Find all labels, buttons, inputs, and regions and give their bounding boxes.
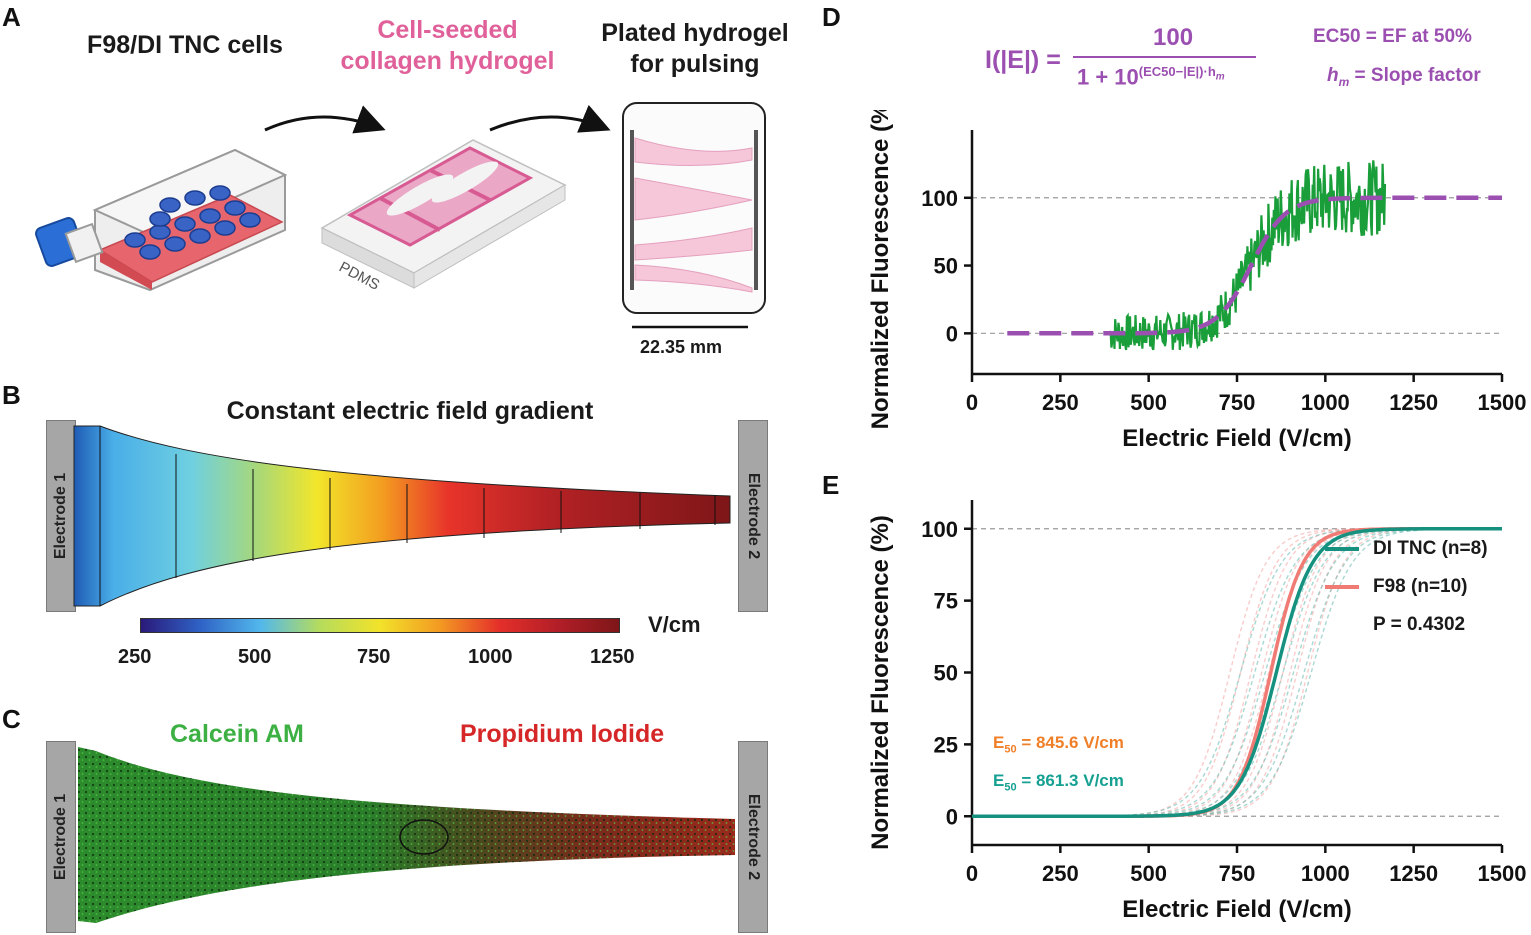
y-tick-label-50: 50 — [934, 254, 958, 279]
panel-c-label: C — [2, 704, 21, 734]
x-tick-label-750: 750 — [1219, 390, 1256, 415]
e50-f98-prefix: E — [993, 733, 1005, 752]
legend-f98-text: F98 (n=10) — [1373, 576, 1468, 597]
e50-ditnc-prefix: E — [993, 771, 1005, 790]
calcein-label: Calcein AM — [170, 720, 304, 748]
panel-b-label: B — [2, 380, 21, 410]
plated-title-line2: for pulsing — [630, 50, 760, 78]
plated-title-line1: Plated hydrogel — [601, 19, 789, 47]
electrode-2-c: Electrode 2 — [738, 741, 768, 933]
e50-f98: E50 = 845.6 V/cm — [993, 733, 1124, 755]
legend-ditnc-text: DI TNC (n=8) — [1373, 538, 1488, 559]
electrode-1-b: Electrode 1 — [46, 420, 76, 612]
pi-label: Propidium Iodide — [460, 720, 665, 748]
hydrogel-title-line1: Cell-seeded — [377, 16, 518, 44]
cells-cluster — [124, 185, 261, 260]
formula-exponent-sub: m — [1215, 71, 1225, 83]
colorbar-unit: V/cm — [648, 612, 701, 637]
formula-den-base: 1 + 10 — [1077, 64, 1139, 90]
hydrogel-title-line2: collagen hydrogel — [340, 47, 555, 75]
y-tick-label-0: 0 — [946, 804, 958, 829]
colorbar-tick-250: 250 — [118, 646, 152, 668]
electrode-2-c-label: Electrode 2 — [745, 793, 762, 881]
panel-a-illustration: PDMS — [35, 102, 766, 329]
x-tick-label-0: 0 — [966, 861, 978, 886]
panel-e-label: E — [822, 470, 840, 500]
electrode-1-c-label: Electrode 1 — [52, 793, 69, 881]
plated-dish — [622, 102, 766, 314]
legend-hm-h: h — [1327, 65, 1339, 86]
x-tick-label-1250: 1250 — [1389, 861, 1438, 886]
measured-trace — [1108, 160, 1387, 351]
formula-exponent: (EC50−|E|)·h — [1138, 64, 1216, 79]
panel-a-label: A — [2, 2, 21, 32]
e50-ditnc-value: = 861.3 V/cm — [1016, 771, 1124, 790]
y-tick-label-100: 100 — [921, 517, 958, 542]
x-axis-label: Electric Field (V/cm) — [1122, 425, 1351, 452]
x-tick-label-500: 500 — [1130, 861, 1167, 886]
scale-label: 22.35 mm — [640, 337, 723, 357]
formula-lhs: I(|E|) = — [985, 46, 1061, 74]
legend-ec50: EC50 = EF at 50% — [1313, 26, 1472, 47]
y-tick-label-50: 50 — [934, 661, 958, 686]
e50-f98-value: = 845.6 V/cm — [1016, 733, 1124, 752]
y-tick-label-100: 100 — [921, 186, 958, 211]
stained-hydrogel — [78, 747, 735, 923]
y-tick-label-0: 0 — [946, 321, 958, 346]
formula-fraction-bar — [1073, 56, 1256, 58]
x-tick-label-1500: 1500 — [1478, 390, 1527, 415]
field-gradient-shape — [73, 425, 731, 607]
legend-hm: hm = Slope factor — [1327, 65, 1481, 89]
arrow-2 — [489, 104, 611, 133]
pdms-slab — [320, 139, 567, 289]
p-value: P = 0.4302 — [1373, 614, 1466, 635]
legend-ditnc: DI TNC (n=8) — [1325, 538, 1488, 560]
e50-ditnc-sub: 50 — [1004, 781, 1017, 794]
ditnc-individual-7 — [972, 528, 1502, 817]
x-tick-label-1250: 1250 — [1389, 390, 1438, 415]
electrode-1-c: Electrode 1 — [46, 741, 76, 933]
y-axis-label: Normalized Fluorescence (%) — [867, 110, 894, 429]
legend-hm-sub: m — [1338, 74, 1350, 89]
legend-ditnc-swatch — [1325, 546, 1359, 551]
e50-ditnc: E50 = 861.3 V/cm — [993, 771, 1124, 793]
electrode-1-b-label: Electrode 1 — [52, 472, 69, 560]
x-tick-label-0: 0 — [966, 390, 978, 415]
colorbar-tick-750: 750 — [357, 646, 391, 668]
x-tick-label-1000: 1000 — [1301, 861, 1350, 886]
y-axis-label: Normalized Fluorescence (%) — [867, 515, 894, 850]
x-tick-label-500: 500 — [1130, 390, 1167, 415]
legend-f98-swatch — [1325, 584, 1359, 589]
hydrogel-title: Cell-seeded collagen hydrogel — [315, 15, 580, 77]
x-tick-label-1500: 1500 — [1478, 861, 1527, 886]
x-tick-label-750: 750 — [1219, 861, 1256, 886]
legend-f98: F98 (n=10) — [1325, 576, 1468, 598]
x-tick-label-1000: 1000 — [1301, 390, 1350, 415]
x-tick-label-250: 250 — [1042, 390, 1079, 415]
x-axis-label: Electric Field (V/cm) — [1122, 896, 1351, 923]
electrode-2-b-label: Electrode 2 — [745, 472, 762, 560]
cells-title: F98/DI TNC cells — [87, 31, 283, 59]
electrode-2-b: Electrode 2 — [738, 420, 768, 612]
chart-e: 0 250 500 750 1000 1250 1500 0 25 50 75 100 Electric… — [867, 500, 1527, 923]
gradient-title: Constant electric field gradient — [226, 397, 594, 425]
colorbar — [140, 618, 620, 633]
fit-curve — [1007, 195, 1502, 336]
plated-title: Plated hydrogel for pulsing — [575, 18, 815, 80]
y-tick-label-75: 75 — [934, 589, 958, 614]
formula-numerator: 100 — [1153, 24, 1194, 51]
x-tick-label-250: 250 — [1042, 861, 1079, 886]
e50-f98-sub: 50 — [1004, 743, 1017, 756]
y-tick-label-25: 25 — [934, 732, 958, 757]
panel-d-label: D — [822, 2, 841, 32]
colorbar-tick-1000: 1000 — [468, 646, 513, 668]
colorbar-tick-1250: 1250 — [590, 646, 635, 668]
arrow-1 — [264, 105, 386, 134]
ditnc-mean-curve — [972, 527, 1502, 818]
legend-hm-rest: = Slope factor — [1349, 65, 1481, 86]
colorbar-tick-500: 500 — [238, 646, 272, 668]
chart-d: 0 250 500 750 1000 1250 1500 0 50 100 Electric Fie… — [867, 110, 1527, 452]
formula-denominator: 1 + 10(EC50−|E|)·hm — [1077, 64, 1225, 90]
